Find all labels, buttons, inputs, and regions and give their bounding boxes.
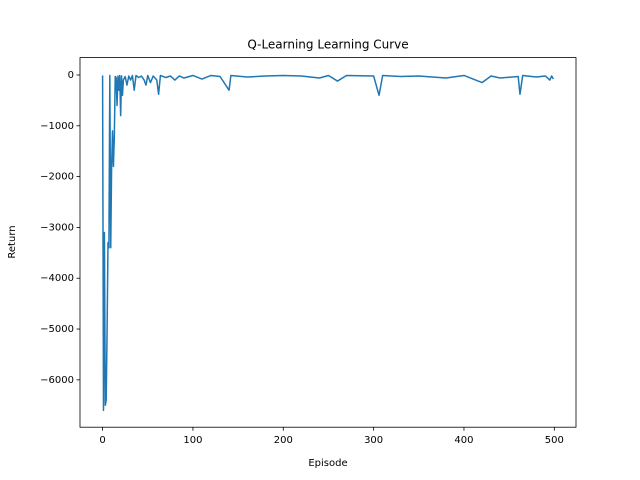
y-tick-label: −4000 bbox=[40, 273, 74, 284]
y-tick-label: −5000 bbox=[40, 324, 74, 335]
line-series bbox=[101, 74, 555, 412]
y-tick-label: −2000 bbox=[40, 172, 74, 183]
x-tick-label: 0 bbox=[99, 435, 105, 446]
x-tick-label: 200 bbox=[274, 435, 293, 446]
y-tick-label: 0 bbox=[68, 70, 74, 81]
x-tick-label: 100 bbox=[183, 435, 202, 446]
y-tick-label: −3000 bbox=[40, 222, 74, 233]
y-tick-label: −1000 bbox=[40, 121, 74, 132]
y-axis-label: Return bbox=[7, 225, 18, 258]
x-tick-label: 300 bbox=[364, 435, 383, 446]
chart-title: Q-Learning Learning Curve bbox=[247, 38, 408, 52]
x-tick-label: 400 bbox=[454, 435, 473, 446]
x-axis-label: Episode bbox=[308, 458, 347, 469]
y-tick-label: −6000 bbox=[40, 375, 74, 386]
plot-frame bbox=[79, 57, 577, 428]
x-tick-label: 500 bbox=[545, 435, 564, 446]
